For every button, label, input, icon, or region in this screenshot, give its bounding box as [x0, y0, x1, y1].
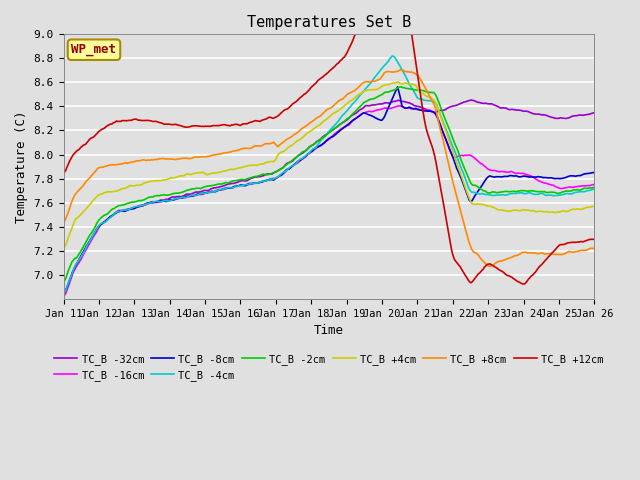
TC_B -2cm — [152, 193, 159, 199]
Title: Temperatures Set B: Temperatures Set B — [247, 15, 411, 30]
TC_B +12cm — [263, 116, 271, 121]
TC_B -2cm — [523, 188, 531, 194]
TC_B -32cm — [152, 200, 159, 205]
TC_B -4cm — [523, 191, 531, 196]
TC_B -32cm — [286, 159, 294, 165]
TC_B +12cm — [152, 119, 159, 124]
TC_B +8cm — [591, 246, 598, 252]
TC_B -4cm — [591, 186, 598, 192]
Line: TC_B -4cm: TC_B -4cm — [63, 56, 595, 294]
TC_B -8cm — [591, 169, 598, 175]
Line: TC_B -8cm: TC_B -8cm — [63, 87, 595, 294]
TC_B +4cm — [263, 159, 271, 165]
TC_B -16cm — [580, 183, 588, 189]
TC_B -2cm — [580, 185, 588, 191]
Legend: TC_B -32cm, TC_B -16cm, TC_B -8cm, TC_B -4cm, TC_B -2cm, TC_B +4cm, TC_B +8cm, T: TC_B -32cm, TC_B -16cm, TC_B -8cm, TC_B … — [51, 349, 607, 385]
TC_B -2cm — [120, 202, 128, 208]
TC_B -8cm — [580, 171, 588, 177]
TC_B -2cm — [286, 159, 294, 165]
TC_B -32cm — [580, 112, 588, 118]
TC_B -8cm — [60, 291, 67, 297]
TC_B +12cm — [120, 118, 128, 123]
TC_B +12cm — [580, 239, 588, 244]
Line: TC_B -32cm: TC_B -32cm — [63, 100, 595, 294]
TC_B -2cm — [60, 280, 67, 286]
TC_B -4cm — [388, 53, 396, 59]
TC_B -16cm — [523, 172, 531, 178]
TC_B -4cm — [60, 291, 67, 297]
TC_B -4cm — [152, 198, 159, 204]
TC_B +8cm — [286, 135, 294, 141]
TC_B +4cm — [394, 79, 401, 85]
Line: TC_B +8cm: TC_B +8cm — [63, 70, 595, 266]
TC_B +4cm — [286, 144, 294, 149]
X-axis label: Time: Time — [314, 324, 344, 337]
Text: WP_met: WP_met — [72, 43, 116, 56]
TC_B -8cm — [286, 165, 294, 171]
TC_B -32cm — [263, 171, 271, 177]
TC_B +12cm — [524, 278, 531, 284]
TC_B -16cm — [152, 199, 159, 205]
TC_B -16cm — [263, 177, 271, 183]
TC_B -16cm — [396, 103, 403, 108]
TC_B +4cm — [60, 246, 67, 252]
TC_B +8cm — [580, 247, 588, 253]
TC_B -4cm — [286, 164, 294, 170]
TC_B -2cm — [591, 184, 598, 190]
TC_B -8cm — [394, 84, 401, 90]
TC_B -2cm — [397, 84, 405, 90]
TC_B -16cm — [60, 294, 67, 300]
TC_B +12cm — [519, 281, 527, 287]
TC_B -4cm — [580, 189, 588, 194]
TC_B -8cm — [263, 178, 271, 183]
TC_B -8cm — [152, 199, 159, 205]
TC_B -32cm — [523, 108, 531, 114]
TC_B -32cm — [467, 97, 475, 103]
TC_B +4cm — [580, 205, 588, 211]
TC_B +8cm — [60, 220, 67, 226]
TC_B -16cm — [286, 165, 294, 171]
TC_B +12cm — [591, 237, 598, 242]
TC_B -16cm — [120, 207, 128, 213]
TC_B -4cm — [120, 207, 128, 213]
TC_B -4cm — [263, 178, 271, 183]
TC_B +4cm — [523, 207, 531, 213]
TC_B +8cm — [524, 250, 531, 256]
TC_B -8cm — [523, 174, 531, 180]
Line: TC_B +4cm: TC_B +4cm — [63, 82, 595, 249]
TC_B +8cm — [263, 141, 271, 146]
TC_B -16cm — [591, 181, 598, 187]
TC_B +8cm — [486, 264, 494, 269]
TC_B +4cm — [591, 204, 598, 209]
TC_B -32cm — [60, 291, 67, 297]
TC_B +12cm — [286, 104, 294, 109]
TC_B -2cm — [263, 172, 271, 178]
TC_B +12cm — [60, 171, 67, 177]
TC_B +8cm — [152, 157, 159, 163]
TC_B +4cm — [120, 186, 128, 192]
TC_B +8cm — [120, 160, 128, 166]
TC_B -8cm — [120, 208, 128, 214]
Line: TC_B -16cm: TC_B -16cm — [63, 106, 595, 297]
TC_B -32cm — [120, 207, 128, 213]
TC_B +4cm — [152, 178, 159, 183]
TC_B +8cm — [397, 67, 404, 72]
Line: TC_B +12cm: TC_B +12cm — [63, 0, 595, 284]
Y-axis label: Temperature (C): Temperature (C) — [15, 110, 28, 223]
Line: TC_B -2cm: TC_B -2cm — [63, 87, 595, 283]
TC_B -32cm — [591, 110, 598, 116]
